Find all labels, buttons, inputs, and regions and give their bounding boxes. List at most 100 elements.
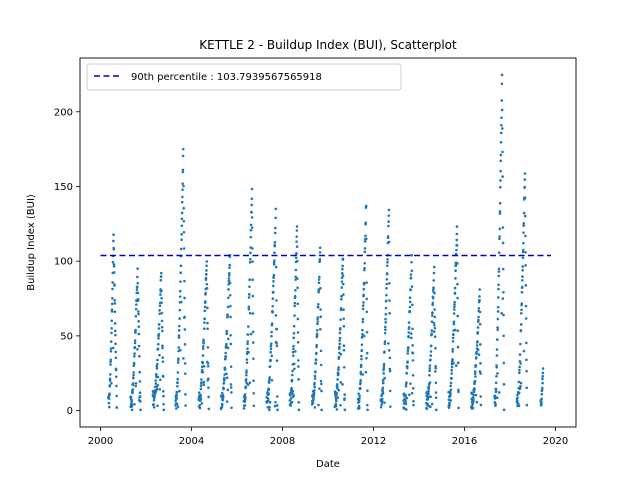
data-point <box>410 260 413 264</box>
y-tick-label: 200 <box>54 107 73 118</box>
data-point <box>541 381 544 385</box>
data-point <box>275 327 279 331</box>
data-point <box>157 327 161 330</box>
data-point <box>502 408 506 412</box>
data-point <box>111 296 114 300</box>
data-point <box>498 227 502 231</box>
data-point <box>181 154 185 158</box>
data-point <box>160 301 164 304</box>
data-point <box>341 282 345 286</box>
data-point <box>206 362 210 365</box>
data-point <box>225 376 229 380</box>
data-point <box>412 403 415 407</box>
data-point <box>275 341 278 345</box>
data-point <box>160 325 164 329</box>
data-point <box>179 247 183 251</box>
data-point <box>365 281 368 284</box>
data-point <box>500 311 503 315</box>
data-point <box>451 350 454 353</box>
data-point <box>408 310 412 313</box>
data-point <box>267 392 271 396</box>
data-point <box>362 334 366 338</box>
data-point <box>294 275 298 279</box>
data-point <box>406 366 409 370</box>
data-point <box>474 393 478 397</box>
data-point <box>361 317 365 321</box>
data-point <box>498 201 502 205</box>
data-point <box>410 269 414 273</box>
data-point <box>138 354 141 358</box>
data-point <box>497 270 501 273</box>
data-point <box>162 402 165 406</box>
data-point <box>498 210 502 213</box>
data-point <box>521 278 524 282</box>
data-point <box>455 262 459 265</box>
data-point <box>519 384 522 388</box>
data-point <box>412 399 415 403</box>
data-point <box>407 335 410 339</box>
data-point <box>519 381 523 385</box>
data-point <box>252 404 256 408</box>
data-point <box>457 390 460 394</box>
data-point <box>243 393 247 396</box>
data-point <box>479 395 483 398</box>
data-point <box>384 299 388 303</box>
data-point <box>156 343 160 346</box>
data-point <box>478 298 481 302</box>
data-point <box>386 258 389 261</box>
data-point <box>162 408 166 412</box>
data-point <box>388 281 391 285</box>
data-point <box>112 265 116 268</box>
y-axis: 0 50 100 150 200 <box>54 107 80 417</box>
data-point <box>247 296 251 299</box>
data-point <box>206 327 209 331</box>
data-point <box>364 370 368 374</box>
data-point <box>246 347 249 350</box>
data-point <box>272 263 276 266</box>
data-point <box>500 116 503 120</box>
data-point <box>449 392 452 395</box>
data-point <box>275 404 279 407</box>
data-point <box>385 293 388 297</box>
data-point <box>182 219 186 223</box>
data-point <box>154 382 158 385</box>
data-point <box>294 289 297 292</box>
data-point <box>411 359 415 362</box>
data-point <box>429 395 432 399</box>
data-point <box>432 330 436 333</box>
data-point <box>229 386 233 389</box>
data-point <box>269 344 273 348</box>
data-point <box>295 259 299 263</box>
data-point <box>365 356 368 360</box>
data-point <box>450 372 453 375</box>
data-point <box>502 290 505 294</box>
data-point <box>296 317 300 321</box>
data-point <box>494 387 498 391</box>
data-point <box>130 404 134 407</box>
chart-title: KETTLE 2 - Buildup Index (BUI), Scatterp… <box>199 38 457 52</box>
data-point <box>516 396 519 399</box>
data-point <box>297 359 300 362</box>
data-point <box>523 178 527 181</box>
data-point <box>316 316 320 319</box>
data-point <box>364 234 367 238</box>
data-point <box>295 245 299 248</box>
data-point <box>134 328 137 332</box>
data-point <box>245 369 248 372</box>
data-point <box>224 351 227 355</box>
data-point <box>273 404 277 408</box>
data-point <box>293 314 296 317</box>
data-point <box>225 400 229 403</box>
data-point <box>206 346 210 349</box>
data-point <box>387 240 391 244</box>
data-point <box>270 354 274 358</box>
data-point <box>410 336 413 340</box>
data-point <box>364 237 368 241</box>
data-point <box>411 374 415 377</box>
data-point <box>365 310 369 314</box>
data-point <box>110 382 113 385</box>
data-point <box>273 240 277 244</box>
data-point <box>297 378 300 381</box>
data-point <box>540 392 544 396</box>
data-point <box>449 399 453 402</box>
